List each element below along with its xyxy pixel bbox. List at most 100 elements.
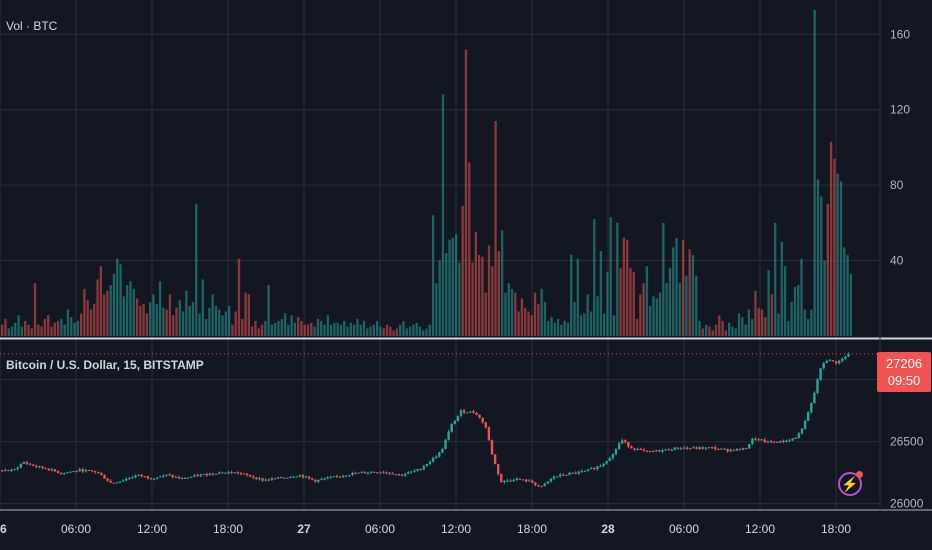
volume-bar — [780, 241, 783, 336]
candle-body — [738, 448, 742, 450]
volume-bar — [501, 230, 504, 336]
candle-body — [4, 470, 7, 472]
candle-body — [515, 478, 518, 481]
price-axis-tick: 26000 — [890, 497, 924, 511]
volume-bar — [303, 324, 306, 336]
candle-body — [741, 448, 745, 450]
volume-bar — [73, 322, 76, 336]
volume-bar — [675, 237, 678, 336]
volume-bar — [369, 326, 372, 336]
candle-body — [270, 478, 274, 480]
candle-body — [146, 476, 150, 479]
candle-body — [177, 476, 181, 479]
volume-bar — [4, 319, 7, 336]
candle-body — [196, 475, 199, 477]
volume-bar — [204, 319, 208, 336]
volume-bar — [583, 313, 586, 336]
volume-bar — [379, 326, 382, 336]
candle-body — [125, 478, 128, 481]
volume-bar — [652, 296, 655, 336]
candle-body — [611, 453, 615, 459]
candle-body — [428, 461, 432, 464]
volume-bar — [119, 264, 122, 336]
candle-body — [608, 458, 611, 462]
volume-bar — [826, 204, 829, 336]
volume-bar — [665, 283, 668, 336]
candle-body — [366, 472, 370, 474]
volume-bar — [543, 302, 547, 336]
volume-bar — [188, 305, 191, 336]
volume-bar — [198, 313, 201, 336]
candle-body — [673, 447, 677, 450]
candle-body — [264, 479, 267, 481]
volume-bar — [320, 320, 323, 336]
volume-bar — [323, 324, 326, 336]
candle-body — [642, 449, 646, 451]
volume-bar — [277, 320, 280, 336]
volume-bar — [218, 309, 221, 336]
volume-bar — [40, 326, 43, 336]
volume-bar — [175, 307, 178, 336]
candle-body — [261, 478, 264, 481]
candle-body — [828, 360, 832, 362]
candle-body — [416, 469, 419, 471]
candle-body — [664, 449, 667, 451]
candle-body — [633, 448, 636, 450]
lightning-alert-icon[interactable]: ⚡ — [838, 471, 863, 496]
candle-body — [583, 470, 587, 472]
time-axis-tick: 18:00 — [821, 522, 851, 536]
volume-bar — [477, 254, 481, 336]
candle-body — [701, 447, 704, 449]
volume-bar — [612, 315, 616, 336]
candle-body — [586, 469, 590, 471]
candle-body — [555, 476, 559, 478]
volume-bar — [527, 311, 530, 336]
candle-body — [28, 463, 32, 465]
volume-bar — [823, 260, 826, 336]
candle-body — [503, 480, 506, 483]
candle-body — [652, 451, 655, 453]
candle-body — [87, 469, 91, 471]
volume-bar — [102, 294, 106, 336]
candle-body — [112, 482, 115, 484]
candle-body — [509, 480, 512, 482]
candle-body — [456, 415, 460, 421]
candle-body — [304, 476, 308, 478]
candle-body — [720, 448, 723, 450]
candle-body — [590, 468, 593, 470]
volume-bar — [257, 328, 260, 336]
volume-bar — [448, 239, 451, 336]
candle-body — [258, 478, 261, 480]
volume-bar — [484, 292, 487, 336]
candle-body — [543, 483, 546, 487]
volume-bar — [333, 322, 336, 336]
candle-body — [66, 472, 69, 474]
candle-body — [199, 474, 202, 477]
volume-bar — [435, 283, 438, 336]
candle-body — [165, 474, 168, 476]
candle-body — [360, 472, 363, 474]
volume-bar — [392, 330, 395, 336]
volume-bar — [570, 254, 573, 336]
candle-body — [459, 410, 463, 416]
candle-body — [797, 433, 801, 438]
volume-bar — [810, 309, 813, 336]
volume-bar — [510, 288, 514, 336]
volume-bar — [310, 322, 313, 336]
candle-body — [16, 467, 19, 470]
volume-bar — [839, 181, 843, 336]
candle-body — [602, 463, 605, 467]
candle-body — [317, 479, 320, 482]
candle-body — [444, 439, 447, 450]
volume-bar — [553, 322, 556, 336]
volume-bar — [287, 324, 290, 336]
volume-bar — [445, 253, 448, 336]
volume-bar — [494, 121, 497, 337]
candle-body — [35, 465, 38, 467]
candle-body — [549, 478, 553, 482]
volume-bar — [79, 313, 83, 336]
candle-body — [679, 448, 683, 450]
candle-body — [822, 363, 825, 369]
volume-bar — [50, 326, 53, 336]
